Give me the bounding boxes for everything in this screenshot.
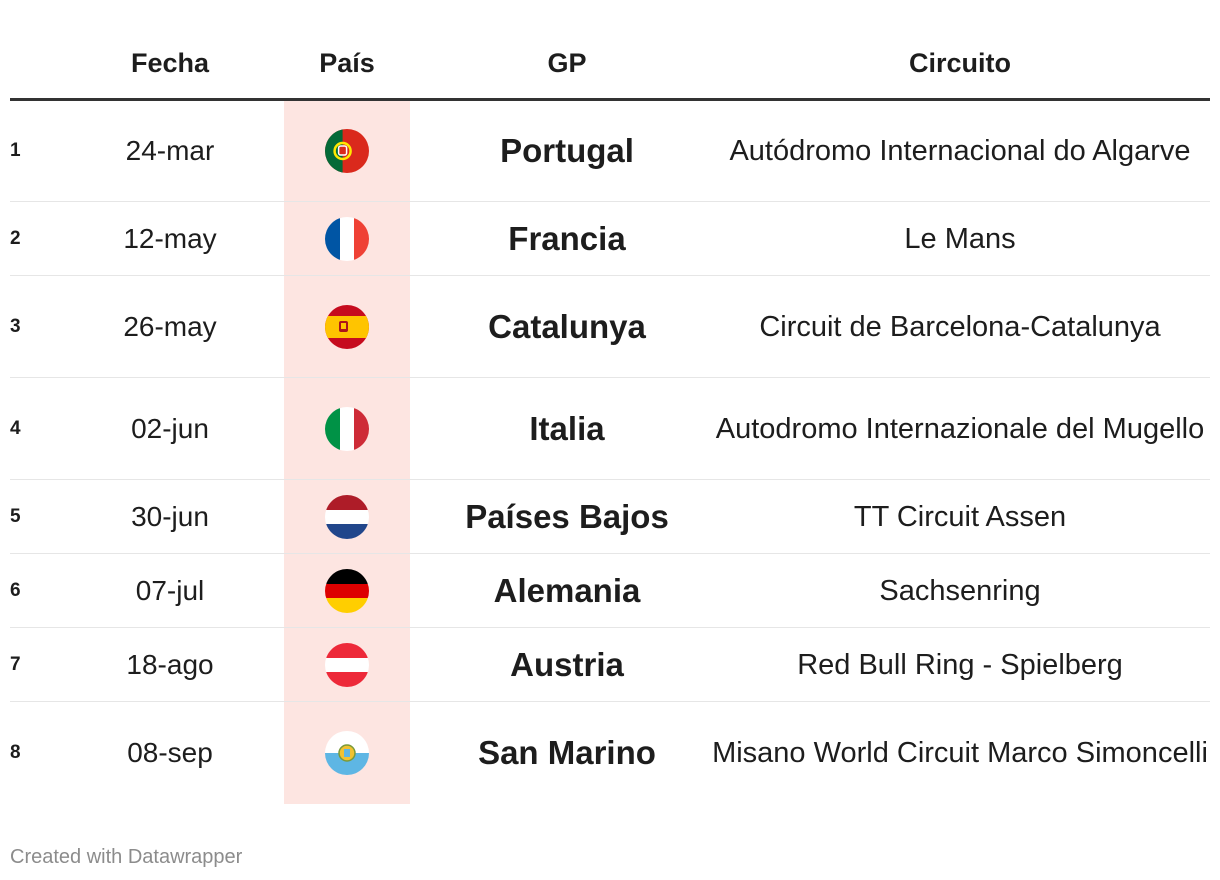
country-cell <box>270 702 424 804</box>
germany-flag-icon <box>325 568 369 613</box>
header-gp: GP <box>424 28 710 101</box>
footer-credit: Created with Datawrapper <box>10 846 243 868</box>
grand-prix-name: San Marino <box>478 733 656 771</box>
table-row: 6 07-jul Alemania Sachsenring <box>10 553 1210 628</box>
race-date: 18-ago <box>70 627 270 702</box>
spain-flag-icon <box>325 304 369 349</box>
row-number: 7 <box>10 627 70 702</box>
header-country: País <box>270 28 424 101</box>
table-row: 1 24-mar Portugal Autódromo Internaci <box>10 99 1210 202</box>
country-cell <box>270 99 424 202</box>
country-cell <box>270 275 424 378</box>
row-number: 1 <box>10 99 70 202</box>
grand-prix-name: Portugal <box>424 99 710 202</box>
row-number: 6 <box>10 553 70 628</box>
circuit-name: Le Mans <box>710 201 1210 276</box>
race-date: 12-may <box>70 201 270 276</box>
country-cell <box>270 377 424 480</box>
row-number: 5 <box>10 479 70 554</box>
country-cell <box>270 553 424 628</box>
table-row: 4 02-jun Italia Autodromo Internazionale… <box>10 377 1210 480</box>
header-row: Fecha País GP Circuito <box>10 28 1210 101</box>
race-date: 24-mar <box>70 99 270 202</box>
race-date: 08-sep <box>127 736 213 768</box>
table-row: 8 08-sep San Marino Misano World Circ <box>10 702 1210 804</box>
austria-flag-icon <box>325 642 369 687</box>
grand-prix-name: Alemania <box>424 553 710 628</box>
race-calendar-table: Fecha País GP Circuito 1 24-mar <box>10 28 1210 804</box>
grand-prix-name: Austria <box>424 627 710 702</box>
country-cell <box>270 627 424 702</box>
italy-flag-icon <box>325 406 369 451</box>
table-row: 2 12-may Francia Le Mans <box>10 201 1210 276</box>
country-cell <box>270 201 424 276</box>
country-cell <box>270 479 424 554</box>
race-date: 26-may <box>70 275 270 378</box>
race-date: 02-jun <box>70 377 270 480</box>
table-row: 7 18-ago Austria Red Bull Ring - Spielbe… <box>10 627 1210 702</box>
circuit-name: Autodromo Internazionale del Mugello <box>710 377 1210 480</box>
row-number: 3 <box>10 275 70 378</box>
grand-prix-name: Italia <box>424 377 710 480</box>
circuit-name: Misano World Circuit Marco Simoncelli <box>712 736 1208 769</box>
france-flag-icon <box>325 216 369 261</box>
header-circuit: Circuito <box>710 28 1210 101</box>
grand-prix-name: Países Bajos <box>424 479 710 554</box>
race-date: 30-jun <box>70 479 270 554</box>
grand-prix-name: Francia <box>424 201 710 276</box>
san-marino-flag-icon <box>325 730 369 775</box>
row-number: 2 <box>10 201 70 276</box>
circuit-name: TT Circuit Assen <box>710 479 1210 554</box>
circuit-name: Circuit de Barcelona-Catalunya <box>710 275 1210 378</box>
circuit-name: Autódromo Internacional do Algarve <box>710 99 1210 202</box>
header-num <box>10 28 70 101</box>
table-row: 5 30-jun Países Bajos TT Circuit Assen <box>10 479 1210 554</box>
circuit-name: Sachsenring <box>710 553 1210 628</box>
portugal-flag-icon <box>325 129 369 173</box>
grand-prix-name: Catalunya <box>424 275 710 378</box>
table-row: 3 26-may Catalunya Circuit de Barcelo <box>10 275 1210 378</box>
header-date: Fecha <box>70 28 270 101</box>
row-number: 8 <box>10 741 21 763</box>
circuit-name: Red Bull Ring - Spielberg <box>710 627 1210 702</box>
netherlands-flag-icon <box>325 494 369 539</box>
race-date: 07-jul <box>70 553 270 628</box>
row-number: 4 <box>10 377 70 480</box>
